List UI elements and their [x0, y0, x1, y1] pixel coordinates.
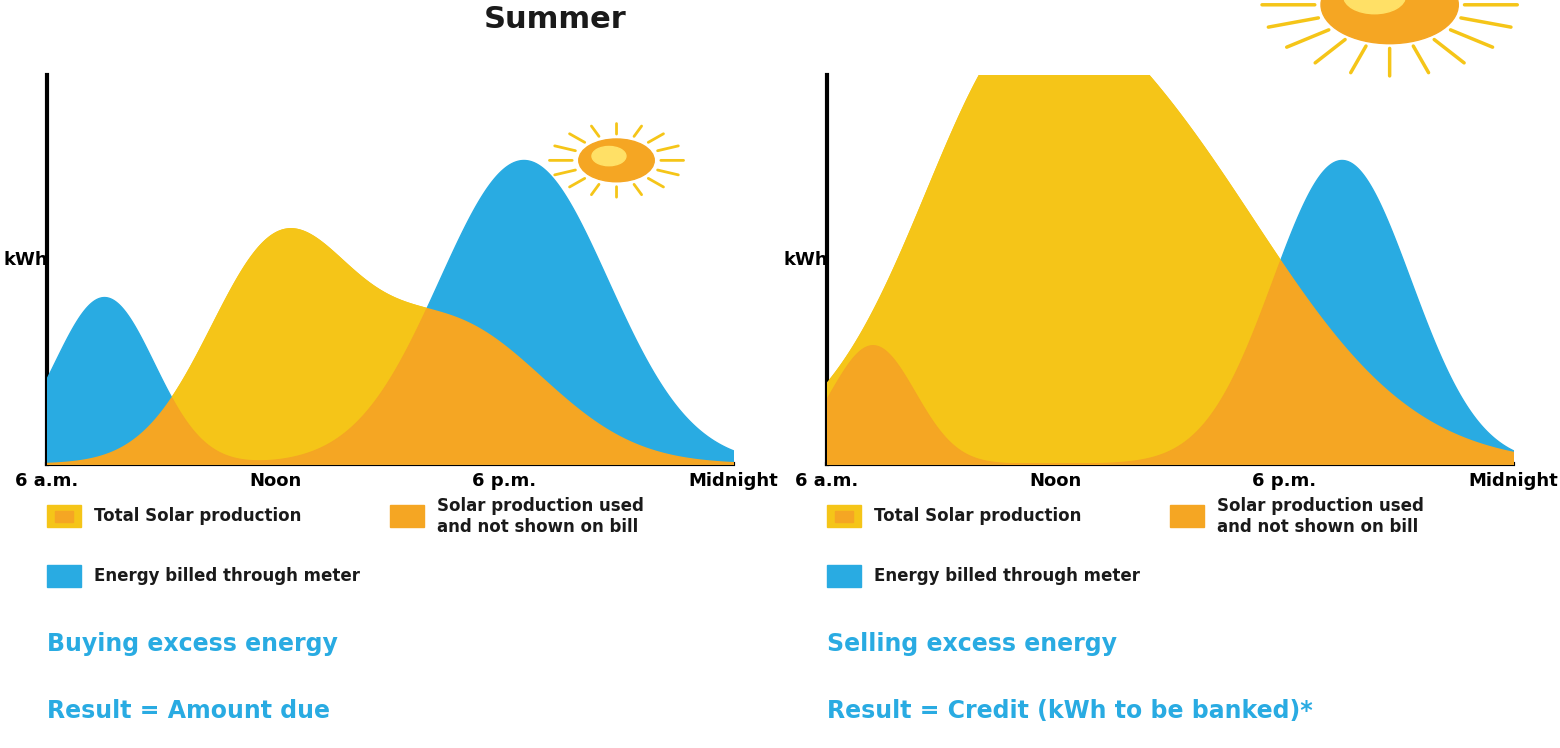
Text: Total Solar production: Total Solar production: [94, 507, 301, 525]
Text: Energy billed through meter: Energy billed through meter: [874, 567, 1140, 585]
Circle shape: [579, 139, 654, 182]
Circle shape: [1321, 0, 1459, 43]
Text: Result = Credit (kWh to be banked)*: Result = Credit (kWh to be banked)*: [827, 699, 1312, 723]
Y-axis label: kWh: kWh: [3, 251, 48, 269]
Text: Solar production used
and not shown on bill: Solar production used and not shown on b…: [1217, 497, 1424, 536]
Circle shape: [591, 147, 626, 166]
Text: Summer: Summer: [484, 4, 627, 34]
Circle shape: [1343, 0, 1406, 13]
Text: Total Solar production: Total Solar production: [874, 507, 1081, 525]
Y-axis label: kWh: kWh: [783, 251, 828, 269]
Text: Result = Amount due: Result = Amount due: [47, 699, 329, 723]
Text: Solar production used
and not shown on bill: Solar production used and not shown on b…: [437, 497, 644, 536]
Text: Buying excess energy: Buying excess energy: [47, 632, 337, 656]
Text: Energy billed through meter: Energy billed through meter: [94, 567, 360, 585]
Text: Selling excess energy: Selling excess energy: [827, 632, 1117, 656]
